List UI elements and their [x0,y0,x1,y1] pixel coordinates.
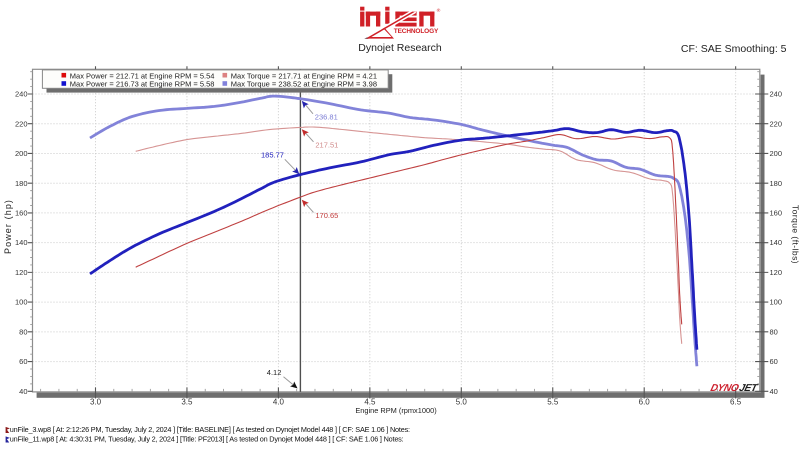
svg-text:4.12: 4.12 [267,368,282,377]
svg-text:3.0: 3.0 [90,398,102,407]
svg-text:100: 100 [15,298,28,307]
svg-text:140: 140 [15,238,28,247]
svg-text:220: 220 [15,119,28,128]
svg-text:5.5: 5.5 [547,398,559,407]
svg-text:240: 240 [770,90,783,99]
svg-text:40: 40 [19,387,27,396]
svg-text:unFile_11.wp8 [ At: 4:30:31 PM: unFile_11.wp8 [ At: 4:30:31 PM, Tuesday,… [10,435,404,444]
svg-text:®: ® [437,7,441,14]
svg-text:5.0: 5.0 [456,398,468,407]
svg-text:217.51: 217.51 [315,141,338,150]
svg-text:180: 180 [15,179,28,188]
svg-text:4.5: 4.5 [364,398,376,407]
svg-text:6.5: 6.5 [730,398,742,407]
svg-text:Max Torque = 238.52 at Engine: Max Torque = 238.52 at Engine RPM = 3.98 [231,80,377,89]
svg-text:170.65: 170.65 [315,211,338,220]
svg-text:120: 120 [15,268,28,277]
svg-text:6.0: 6.0 [639,398,651,407]
svg-text:236.81: 236.81 [315,112,338,121]
svg-text:100: 100 [770,298,783,307]
svg-text:120: 120 [770,268,783,277]
svg-text:180: 180 [770,179,783,188]
svg-text:80: 80 [770,327,778,336]
svg-text:CF: SAE Smoothing: 5: CF: SAE Smoothing: 5 [681,43,787,55]
svg-text:Max Torque = 217.71 at Engine: Max Torque = 217.71 at Engine RPM = 4.21 [231,71,377,80]
svg-text:4.0: 4.0 [273,398,285,407]
svg-text:200: 200 [15,149,28,158]
svg-text:60: 60 [770,357,778,366]
svg-text:Dynojet Research: Dynojet Research [358,42,442,54]
svg-text:Max Power = 216.73 at Engine R: Max Power = 216.73 at Engine RPM = 5.58 [70,80,215,89]
svg-text:unFile_3.wp8 [ At: 2:12:26 PM,: unFile_3.wp8 [ At: 2:12:26 PM, Tuesday, … [10,425,410,434]
svg-text:40: 40 [770,387,778,396]
svg-text:200: 200 [770,149,783,158]
svg-text:Power (hp): Power (hp) [3,199,13,254]
svg-text:Torque (ft-lbs): Torque (ft-lbs) [791,205,800,264]
svg-text:220: 220 [770,119,783,128]
svg-text:160: 160 [770,209,783,218]
svg-text:Max Power = 212.71 at Engine R: Max Power = 212.71 at Engine RPM = 5.54 [70,71,215,80]
svg-text:60: 60 [19,357,27,366]
svg-text:240: 240 [15,90,28,99]
svg-text:140: 140 [770,238,783,247]
svg-text:TECHNOLOGY: TECHNOLOGY [394,28,439,35]
svg-text:DYNO: DYNO [709,383,740,394]
svg-text:Engine RPM (rpmx1000): Engine RPM (rpmx1000) [355,406,436,415]
svg-text:JET: JET [738,383,759,394]
svg-text:185.77: 185.77 [261,151,284,160]
svg-text:160: 160 [15,209,28,218]
svg-text:80: 80 [19,327,27,336]
svg-text:3.5: 3.5 [181,398,193,407]
